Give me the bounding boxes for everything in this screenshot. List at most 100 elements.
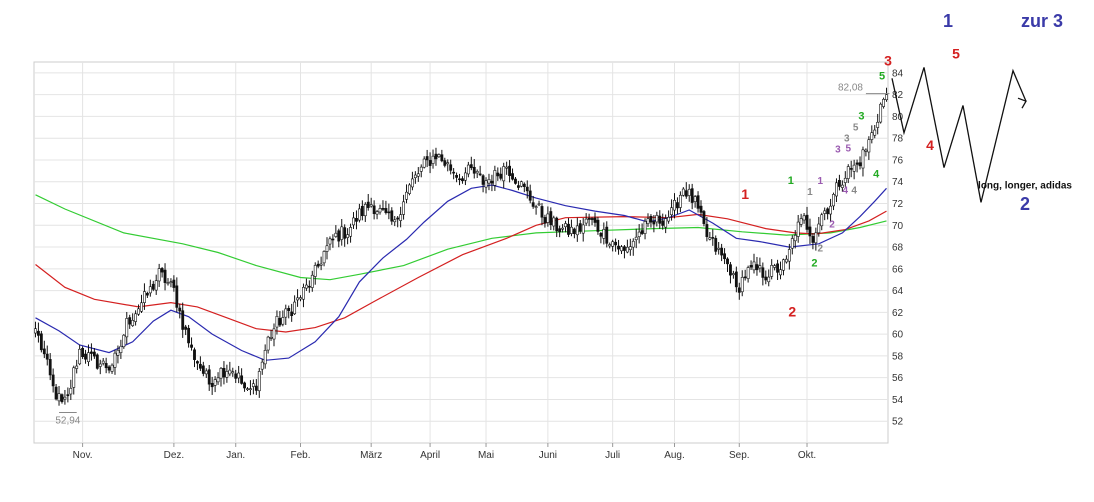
candle-body [787,249,791,262]
candle-body [213,379,217,386]
wave-label: 2 [817,243,823,254]
candle-body [784,258,788,263]
candle-body [304,284,308,289]
projection-arrowhead [1017,97,1027,109]
candle-body [363,204,367,217]
candle-body [128,317,132,325]
candle-body [372,205,376,215]
y-tick-label: 72 [892,199,904,210]
candle-body [596,219,600,232]
x-tick-label: Mai [478,450,494,461]
candle-body [729,264,732,276]
candle-body [310,274,314,288]
candle-body [755,264,759,271]
x-tick-label: Jan. [226,450,245,461]
candle-body [558,228,562,233]
candle-body [843,177,847,183]
candle-body [599,233,603,237]
candle-body [705,224,709,237]
candle-body [160,268,164,273]
ma-line-ma_slow [35,194,887,281]
candle-body [879,103,883,123]
candle-body [749,265,753,268]
wave-label: 5 [853,123,859,134]
candle-body [175,285,179,308]
y-tick-label: 66 [892,264,904,275]
candle-body [92,351,96,357]
candle-body [219,368,223,379]
candle-body [770,265,774,277]
candle-body [343,227,347,239]
candle-body [381,208,385,210]
candle-body [687,188,691,196]
wave-label: 3 [835,144,841,155]
candle-body [802,215,806,221]
candle-body [422,158,426,168]
candle-body [514,178,517,184]
candle-body [684,190,688,197]
projection-sketch: 1 5 4 zur 3 long, longer, adidas 2 [891,11,1072,214]
candle-body [352,217,355,226]
candle-body [522,183,526,188]
candle-body [840,184,844,188]
candle-body [302,287,305,300]
candle-body [166,282,170,285]
candle-body [605,226,609,244]
candle-body [431,155,435,164]
candle-body [487,179,491,184]
candle-body [98,363,102,367]
candle-body [790,238,794,249]
candle-body [773,265,777,268]
candle-body [355,218,358,222]
x-tick-label: Feb. [290,450,310,461]
wave-label: 1 [788,175,794,187]
candle-body [823,210,827,214]
candle-body [876,121,880,128]
candle-body [349,227,352,237]
candle-body [222,367,226,378]
candle-body [681,188,685,196]
wave-label: 1 [817,176,823,187]
candle-body [140,302,143,312]
candle-body [434,153,438,160]
candle-body [829,205,832,215]
candle-body [740,277,744,293]
candle-body [169,281,173,283]
candle-body [852,164,856,172]
candle-body [752,261,756,271]
candle-body [369,204,373,207]
candle-body [187,327,191,344]
candle-body [196,361,199,364]
candle-body [782,259,785,271]
candle-body [296,297,299,301]
candle-body [699,205,703,213]
wave-label: 4 [873,168,880,180]
candle-body [620,246,623,252]
candle-body [134,313,138,322]
candle-body [299,297,302,300]
candle-body [631,240,635,248]
candle-body [357,208,361,221]
candle-body [832,194,835,207]
wave-label: 1 [807,187,813,198]
candle-body [552,217,556,227]
candle-body [885,94,888,101]
candle-body [54,386,58,400]
candle-body [237,372,241,379]
x-tick-label: Juni [539,450,557,461]
candle-body [122,334,126,348]
candle-body [637,231,641,237]
candle-body [254,385,258,391]
candle-body [281,317,285,325]
candle-body [181,310,185,330]
candle-body [690,188,694,203]
candle-body [284,308,288,318]
candle-body [746,267,750,279]
candle-body [234,373,238,379]
candle-body [125,318,129,338]
candle-body [614,241,618,246]
candle-body [511,173,514,180]
candle-body [623,246,626,251]
candle-body [534,206,538,208]
candle-body [405,191,408,200]
